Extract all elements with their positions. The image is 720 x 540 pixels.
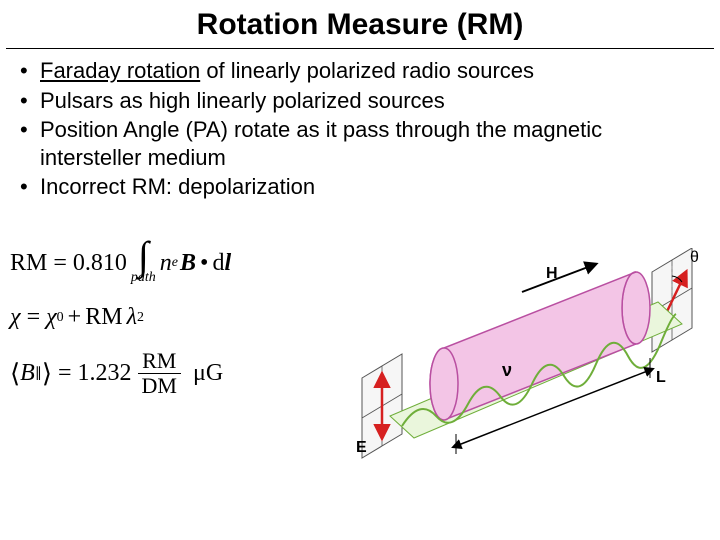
equation-chi: χ = χ0 + RM λ2 bbox=[10, 304, 340, 331]
eq-coef: 1.232 bbox=[78, 360, 132, 387]
label-E: E bbox=[356, 439, 367, 456]
eq-B: B bbox=[180, 250, 196, 277]
bullet-item: Pulsars as high linearly polarized sourc… bbox=[14, 87, 706, 115]
eq-plus: + bbox=[68, 304, 82, 331]
eq-d: d bbox=[212, 250, 224, 277]
eq-equals: = bbox=[58, 360, 72, 387]
eq-frac-den: DM bbox=[138, 374, 181, 398]
faraday-diagram: E θ H ν bbox=[350, 248, 710, 468]
equation-rm-integral: RM = 0.810 ∫ path ne B • dl bbox=[10, 240, 340, 286]
bullet-text-pre: Position Angle (PA) rotate as it pass th… bbox=[40, 117, 602, 170]
bullet-text-pre: Incorrect RM: depolarization bbox=[40, 174, 315, 199]
diagram-svg: E θ H ν bbox=[350, 248, 710, 468]
eq-unit-mu: μ bbox=[193, 360, 206, 387]
eq-fraction: RM DM bbox=[138, 349, 181, 398]
eq-chi0-sub: 0 bbox=[57, 310, 64, 326]
eq-angle-close: ⟩ bbox=[42, 359, 52, 389]
bullet-item: Position Angle (PA) rotate as it pass th… bbox=[14, 116, 706, 171]
integral-sign: ∫ bbox=[138, 240, 149, 272]
label-theta: θ bbox=[690, 249, 699, 266]
slide-title: Rotation Measure (RM) bbox=[0, 0, 720, 48]
eq-equals: = bbox=[27, 304, 41, 331]
right-panel bbox=[652, 248, 692, 352]
bullet-item: Faraday rotation of linearly polarized r… bbox=[14, 57, 706, 85]
integral-icon: ∫ path bbox=[131, 240, 156, 286]
label-L: L bbox=[656, 369, 666, 386]
bullet-item: Incorrect RM: depolarization bbox=[14, 173, 706, 201]
eq-ne: n bbox=[160, 250, 172, 277]
bullet-text-pre: Pulsars as high linearly polarized sourc… bbox=[40, 88, 445, 113]
eq-lambda-sq: 2 bbox=[137, 310, 144, 326]
left-panel bbox=[362, 354, 402, 458]
bullet-text-post: of linearly polarized radio sources bbox=[200, 58, 534, 83]
eq-coef: 0.810 bbox=[73, 250, 127, 277]
eq-lambda: λ bbox=[127, 304, 137, 331]
bullet-list: Faraday rotation of linearly polarized r… bbox=[0, 57, 720, 201]
eq-dot: • bbox=[200, 250, 208, 277]
eq-chi0: χ bbox=[46, 304, 57, 331]
eq-chi: χ bbox=[10, 304, 21, 331]
equations-block: RM = 0.810 ∫ path ne B • dl χ = χ0 + RM … bbox=[10, 240, 340, 416]
cylinder bbox=[430, 272, 650, 420]
eq-frac-num: RM bbox=[138, 349, 180, 373]
label-nu: ν bbox=[502, 360, 512, 380]
eq-l: l bbox=[224, 250, 231, 277]
title-underline bbox=[6, 48, 714, 49]
integral-subscript: path bbox=[131, 270, 156, 286]
h-arrow bbox=[522, 264, 596, 292]
eq-equals: = bbox=[53, 250, 67, 277]
eq-B-sub: ∥ bbox=[35, 365, 42, 382]
eq-ne-sub: e bbox=[172, 255, 178, 271]
eq-angle-open: ⟨ bbox=[10, 359, 20, 389]
equation-bpar: ⟨ B∥ ⟩ = 1.232 RM DM μG bbox=[10, 349, 340, 398]
eq-B: B bbox=[20, 360, 35, 387]
eq-rm: RM bbox=[85, 304, 122, 331]
eq-unit-G: G bbox=[206, 360, 223, 387]
bullet-text-underline: Faraday rotation bbox=[40, 58, 200, 83]
label-H: H bbox=[546, 265, 558, 282]
eq-lhs: RM bbox=[10, 250, 47, 277]
